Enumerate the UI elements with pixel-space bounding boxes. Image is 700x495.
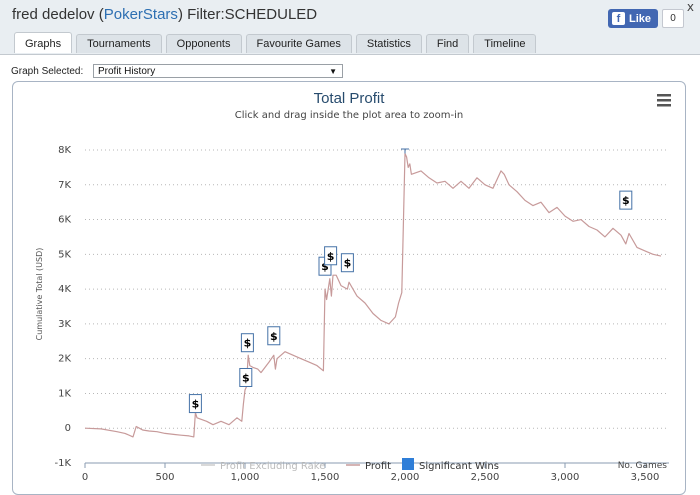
- dropdown-caret-icon: ▼: [329, 67, 337, 76]
- y-tick-label: 2K: [58, 354, 71, 365]
- grid-lines: [85, 149, 669, 464]
- tab-graphs[interactable]: Graphs: [14, 32, 73, 53]
- header: fred dedelov (PokerStars) Filter:SCHEDUL…: [0, 0, 700, 56]
- significant-win-flag[interactable]: $: [324, 246, 338, 266]
- flag-label: $: [327, 250, 335, 263]
- x-tick-label: 1,500: [311, 472, 340, 483]
- significant-win-flag[interactable]: $: [267, 326, 281, 346]
- x-tick-label: 1,000: [231, 472, 260, 483]
- legend-item-significant-wins[interactable]: Significant Wins: [402, 458, 499, 472]
- flag-box: [324, 246, 338, 266]
- tab-favourite-games[interactable]: Favourite Games: [245, 34, 352, 53]
- flag-box: [619, 190, 633, 210]
- chart-title: Total Profit: [314, 90, 386, 107]
- significant-win-flag[interactable]: $: [239, 367, 253, 387]
- flag-label: $: [242, 371, 250, 384]
- significant-wins-flags[interactable]: $$$$$$$$: [188, 190, 633, 414]
- y-tick-label: 6K: [58, 215, 71, 226]
- x-tick-label: 3,500: [631, 472, 660, 483]
- y-tick-label: 5K: [58, 249, 71, 260]
- like-label: Like: [629, 12, 652, 25]
- series-line-profit[interactable]: [84, 152, 662, 438]
- filter-text: Filter:SCHEDULED: [187, 6, 318, 23]
- x-tick-label: 2,500: [471, 472, 500, 483]
- graphs-panel: Graph Selected: Profit History ▼ -1K 0 1K 2…: [0, 54, 700, 495]
- legend-label-excl-rake: Profit Excluding Rake: [220, 461, 325, 472]
- graph-select-dropdown[interactable]: Profit History ▼: [93, 64, 343, 78]
- tab-bar: Graphs Tournaments Opponents Favourite G…: [14, 32, 540, 54]
- menu-icon[interactable]: [657, 94, 671, 107]
- profit-series[interactable]: [84, 148, 662, 438]
- y-axis-title: Cumulative Total (USD): [35, 248, 44, 341]
- y-tick-label: -1K: [54, 458, 71, 469]
- x-tick-label: 0: [82, 472, 88, 483]
- flag-label: $: [321, 260, 329, 273]
- flag-label: $: [192, 398, 200, 411]
- tab-opponents[interactable]: Opponents: [165, 34, 242, 53]
- significant-win-flag[interactable]: $: [619, 190, 633, 210]
- y-axis-ticks: -1K 0 1K 2K 3K 4K 5K 6K 7K 8K: [54, 145, 71, 469]
- x-axis-title: No. Games: [618, 461, 668, 471]
- y-tick-label: 7K: [58, 180, 71, 191]
- legend-label-profit: Profit: [365, 461, 391, 472]
- x-tick-label: 500: [155, 472, 174, 483]
- y-tick-label: 0: [65, 423, 71, 434]
- tab-tournaments[interactable]: Tournaments: [76, 34, 162, 53]
- tab-find[interactable]: Find: [425, 34, 470, 53]
- chart-container[interactable]: -1K 0 1K 2K 3K 4K 5K 6K 7K 8K 0 500 1,000 1,500 2,000…: [12, 81, 686, 495]
- like-count: 0: [662, 9, 684, 28]
- y-tick-label: 1K: [58, 388, 71, 399]
- player-name: fred dedelov: [12, 6, 95, 23]
- legend-item-excl-rake[interactable]: Profit Excluding Rake: [201, 461, 325, 472]
- profit-chart[interactable]: -1K 0 1K 2K 3K 4K 5K 6K 7K 8K 0 500 1,000 1,500 2,000…: [13, 82, 685, 494]
- chart-subtitle: Click and drag inside the plot area to z…: [235, 110, 463, 121]
- graph-select-label: Graph Selected:: [11, 66, 84, 77]
- legend-item-profit[interactable]: Profit: [346, 461, 391, 472]
- significant-win-flag[interactable]: $: [188, 394, 202, 414]
- page-title: fred dedelov (PokerStars) Filter:SCHEDUL…: [12, 6, 318, 23]
- y-tick-label: 8K: [58, 145, 71, 156]
- x-tick-label: 3,000: [551, 472, 580, 483]
- site-link[interactable]: PokerStars: [103, 6, 178, 23]
- x-tick-label: 2,000: [391, 472, 420, 483]
- significant-win-flag[interactable]: $: [240, 333, 254, 353]
- flag-label: $: [244, 337, 252, 350]
- flag-box: [188, 394, 202, 414]
- significant-win-flag[interactable]: $: [340, 253, 354, 273]
- y-tick-label: 4K: [58, 284, 71, 295]
- flag-box: [340, 253, 354, 273]
- flag-label: $: [344, 257, 352, 270]
- flag-box: [240, 333, 254, 353]
- flag-box: [239, 367, 253, 387]
- facebook-like-button[interactable]: f Like: [608, 9, 658, 28]
- tab-statistics[interactable]: Statistics: [355, 34, 422, 53]
- flag-box: [267, 326, 281, 346]
- legend: Profit Excluding Rake Profit Significant…: [201, 458, 499, 472]
- flag-label: $: [270, 330, 278, 343]
- facebook-icon: f: [612, 12, 625, 25]
- y-tick-label: 3K: [58, 319, 71, 330]
- x-axis-ticks: 0 500 1,000 1,500 2,000 2,500 3,000 3,500: [82, 463, 660, 483]
- legend-label-significant-wins: Significant Wins: [419, 461, 499, 472]
- graph-select-value: Profit History: [98, 66, 156, 77]
- tab-timeline[interactable]: Timeline: [473, 34, 537, 53]
- close-icon[interactable]: x: [686, 0, 694, 14]
- flag-label: $: [622, 194, 630, 207]
